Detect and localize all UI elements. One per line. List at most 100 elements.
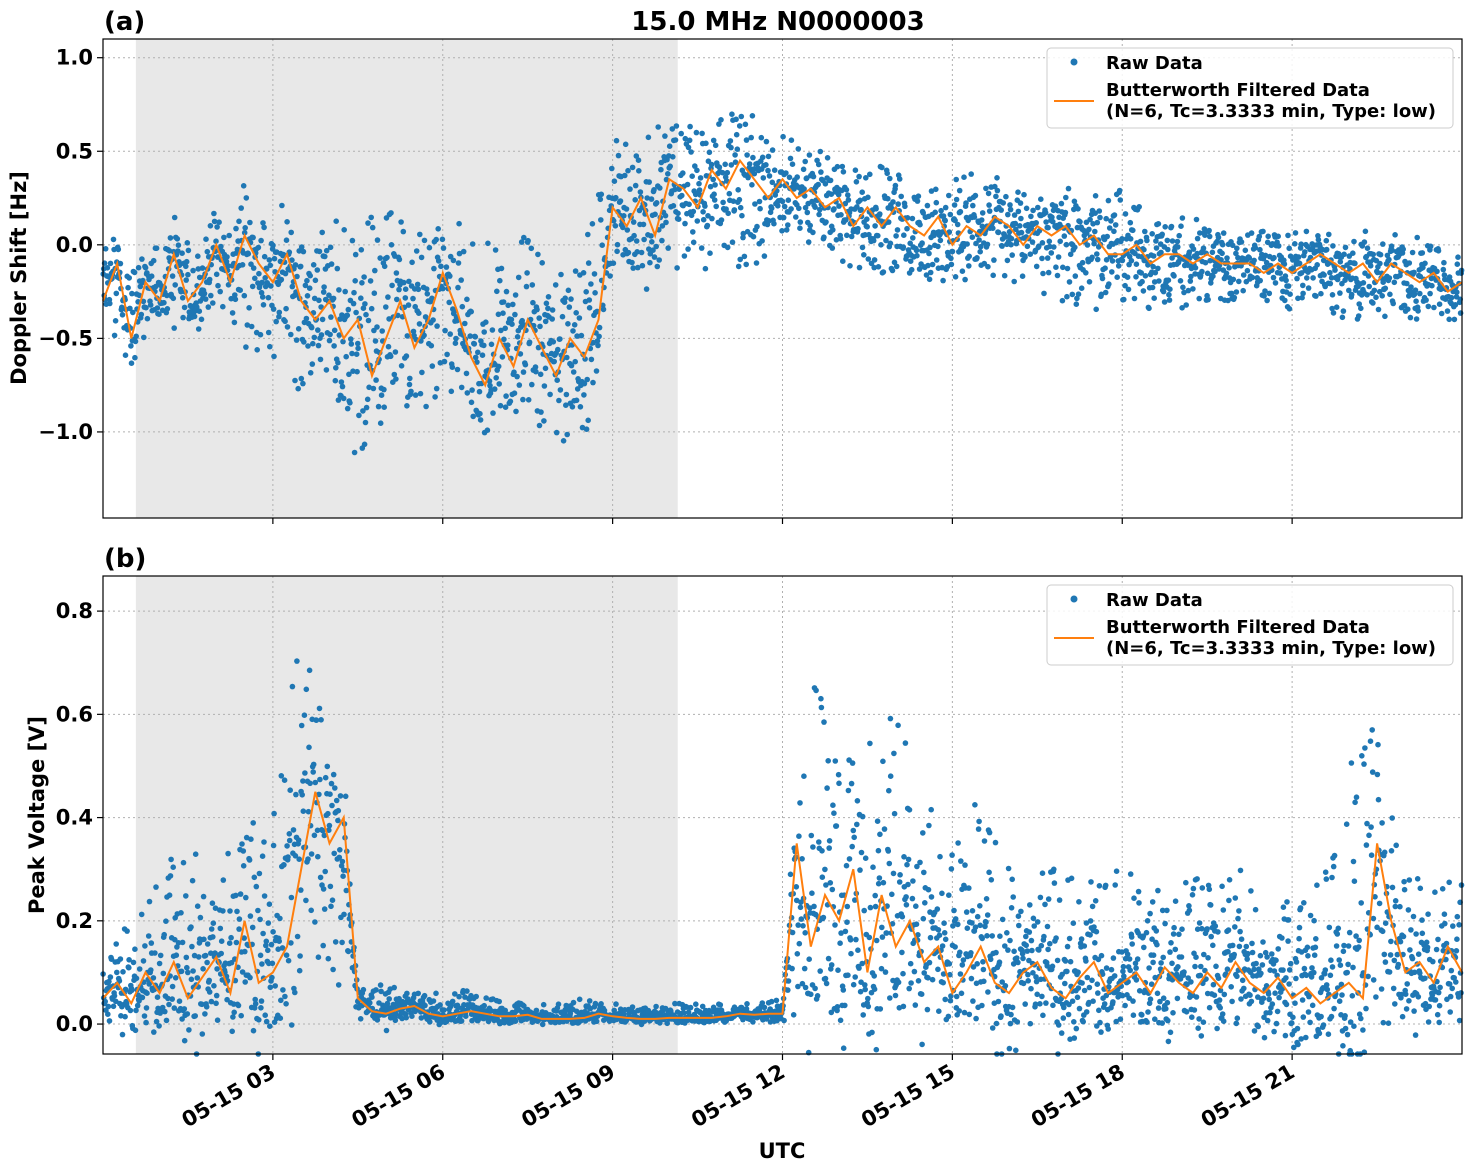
raw-data-point [335,397,342,403]
raw-data-point [102,998,108,1005]
raw-data-point [1244,956,1250,962]
raw-data-point [999,243,1005,249]
raw-data-point [433,990,439,997]
raw-data-point [1193,994,1200,1000]
raw-data-point [928,806,934,813]
raw-data-point [914,252,920,259]
raw-data-point [467,333,474,339]
raw-data-point [305,856,311,862]
raw-data-point [1305,285,1312,291]
raw-data-point [1360,280,1367,286]
raw-data-point [1181,969,1187,975]
raw-data-point [788,206,794,212]
raw-data-point [1026,929,1033,935]
raw-data-point [565,287,572,294]
raw-data-point [205,304,212,310]
raw-data-point [1084,974,1091,981]
raw-data-point [1295,254,1302,260]
raw-data-point [854,204,860,210]
raw-data-point [898,193,904,200]
raw-data-point [377,255,384,261]
raw-data-point [1206,1004,1213,1011]
raw-data-point [1169,238,1176,244]
raw-data-point [835,191,842,198]
raw-data-point [865,194,871,201]
raw-data-point [1175,964,1181,970]
raw-data-point [932,209,938,216]
raw-data-point [945,1013,952,1020]
raw-data-point [1229,242,1236,249]
raw-data-point [179,939,186,946]
raw-data-point [611,178,618,184]
raw-data-point [161,931,167,938]
raw-data-point [1013,226,1019,233]
raw-data-point [704,222,711,229]
raw-data-point [192,851,199,857]
raw-data-point [1047,940,1053,947]
raw-data-point [279,202,285,209]
raw-data-point [1021,191,1027,198]
raw-data-point [493,375,500,381]
raw-data-point [550,339,557,345]
raw-data-point [951,202,958,208]
raw-data-point [1272,990,1278,996]
raw-data-point [1193,954,1199,960]
raw-data-point [571,322,578,328]
raw-data-point [464,988,470,994]
raw-data-point [1434,268,1440,275]
raw-data-point [843,186,850,193]
raw-data-point [896,176,903,182]
raw-data-point [327,331,333,338]
raw-data-point [396,286,402,293]
raw-data-point [620,224,626,231]
raw-data-point [978,217,985,223]
raw-data-point [979,1002,985,1009]
raw-data-point [957,971,964,977]
raw-data-point [133,1007,139,1014]
raw-data-point [808,832,815,839]
raw-data-point [154,305,161,311]
raw-data-point [328,314,334,320]
raw-data-point [362,301,368,307]
raw-data-point [1051,866,1057,873]
raw-data-point [939,229,946,235]
raw-data-point [322,774,329,781]
raw-data-point [630,265,636,271]
raw-data-point [707,250,713,256]
raw-data-point [496,998,503,1005]
raw-data-point [890,870,897,877]
raw-data-point [146,898,153,905]
raw-data-point [328,261,335,267]
raw-data-point [1355,313,1362,319]
raw-data-point [179,1016,185,1022]
raw-data-point [373,987,379,993]
raw-data-point [1042,209,1049,216]
raw-data-point [240,848,247,854]
raw-data-point [1089,977,1095,984]
raw-data-point [130,309,136,316]
raw-data-point [771,220,777,227]
raw-data-point [146,981,152,987]
raw-data-point [623,206,630,212]
raw-data-point [1451,316,1458,323]
raw-data-point [430,317,436,323]
raw-data-point [1015,959,1021,966]
raw-data-point [314,267,321,273]
raw-data-point [261,253,268,260]
raw-data-point [1300,1014,1307,1020]
raw-data-point [739,212,745,219]
raw-data-point [979,935,985,942]
raw-data-point [1155,221,1162,227]
raw-data-point [1374,269,1381,276]
raw-data-point [1454,261,1461,268]
raw-data-point [1161,299,1168,305]
raw-data-point [1187,278,1194,284]
raw-data-point [873,937,880,944]
raw-data-point [521,234,527,241]
raw-data-point [439,236,446,243]
raw-data-point [785,197,792,203]
raw-data-point [1069,998,1076,1004]
raw-data-point [213,1000,219,1007]
raw-data-point [1168,940,1174,946]
raw-data-point [1237,867,1244,874]
